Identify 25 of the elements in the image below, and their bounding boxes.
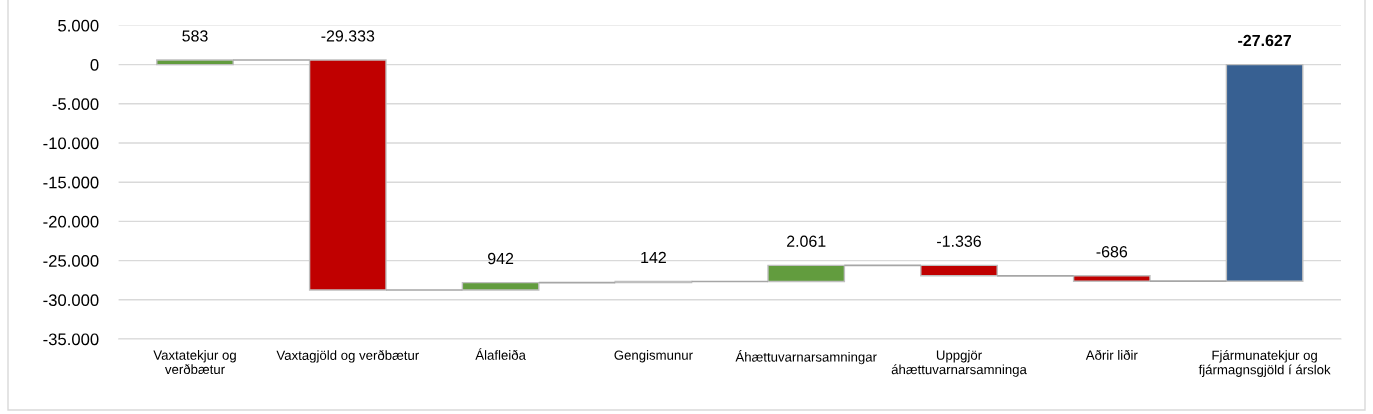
x-tick-label: Gengismunur [614, 350, 693, 363]
y-tick-label: -25.000 [43, 255, 99, 267]
x-tick-label: Vaxtatekjur og verðbætur [153, 350, 236, 375]
x-tick-label: Áhættuvarnarsamningar [735, 350, 877, 365]
data-label: 2.061 [787, 235, 826, 247]
data-label: 942 [488, 252, 514, 265]
y-tick-label: -15.000 [43, 176, 99, 189]
data-label: 142 [641, 251, 666, 263]
y-tick-label: -20.000 [43, 215, 99, 228]
data-label: -29.333 [321, 30, 375, 42]
data-label: -1.336 [937, 235, 981, 247]
y-tick-label: 0 [90, 59, 99, 71]
y-tick-label: 5.000 [58, 19, 99, 32]
x-tick-label: Vaxtagjöld og verðbætur [276, 350, 419, 363]
x-tick-label: Aðrir liðir [1085, 349, 1138, 360]
data-label: -686 [1096, 246, 1128, 258]
data-label: 583 [182, 30, 208, 42]
y-tick-label: -30.000 [43, 294, 99, 306]
y-tick-label: -5.000 [52, 98, 99, 110]
y-tick-label: -10.000 [43, 137, 99, 150]
data-label: -27.627 [1238, 34, 1291, 47]
x-tick-label: Uppgjör áhættuvarnarsamninga [891, 350, 1027, 377]
x-tick-label: Álafleiða [475, 348, 526, 360]
y-tick-label: -35.000 [43, 333, 99, 346]
x-tick-label: Fjármunatekjur og fjármagnsgjöld í árslok [1198, 350, 1331, 377]
